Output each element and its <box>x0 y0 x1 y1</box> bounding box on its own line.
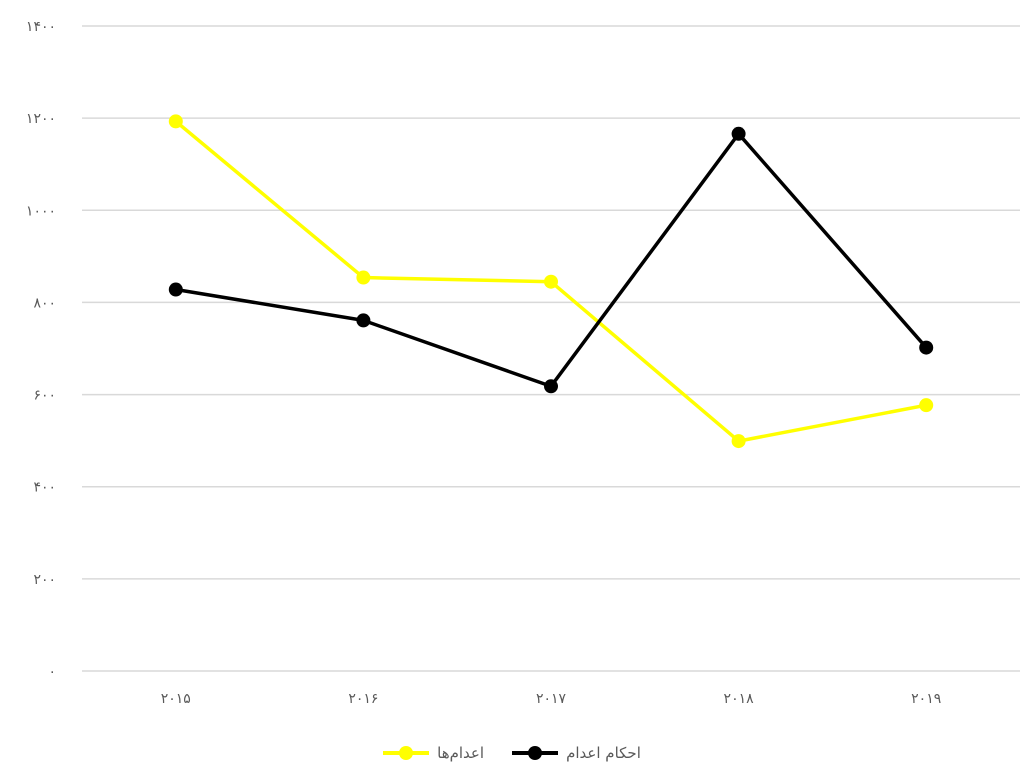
data-point <box>544 274 558 289</box>
data-point <box>731 434 746 449</box>
gridlines <box>82 25 1020 672</box>
legend-swatch-series-1 <box>383 746 430 760</box>
x-tick-label: ۲۰۱۸ <box>724 691 755 707</box>
data-point <box>731 126 746 141</box>
x-tick-label: ۲۰۱۶ <box>348 691 378 707</box>
y-tick-label: ۸۰۰ <box>33 295 56 311</box>
y-tick-label: ۶۰۰ <box>33 388 56 404</box>
series-1 <box>168 114 934 449</box>
y-tick-label: ۱۰۰۰ <box>26 203 56 219</box>
data-point <box>356 270 371 285</box>
data-point <box>544 379 558 394</box>
legend-label-series-2: احکام اعدام <box>566 744 641 762</box>
x-tick-label: ۲۰۱۷ <box>536 691 567 707</box>
data-point <box>356 313 371 328</box>
data-point <box>919 398 934 413</box>
data-point <box>919 340 934 355</box>
y-tick-label: ۰ <box>48 664 56 680</box>
y-tick-label: ۴۰۰ <box>33 480 56 496</box>
y-tick-label: ۱۲۰۰ <box>26 111 56 127</box>
y-tick-label: ۱۴۰۰ <box>26 19 56 35</box>
x-tick-label: ۲۰۱۵ <box>161 691 191 707</box>
data-point <box>168 114 183 129</box>
legend: اعدام‌ها احکام اعدام <box>0 740 1022 766</box>
legend-item-series-2[interactable]: احکام اعدام <box>510 744 641 762</box>
legend-swatch-series-2 <box>512 746 559 760</box>
x-tick-label: ۲۰۱۹ <box>911 691 941 707</box>
series-2 <box>168 126 934 394</box>
y-tick-label: ۲۰۰ <box>33 572 56 588</box>
series-line-2 <box>175 132 928 389</box>
data-point <box>168 282 183 297</box>
series-layer <box>168 114 934 449</box>
y-axis-tick-labels: ۰ ۲۰۰ ۴۰۰ ۶۰۰ ۸۰۰ ۱۰۰۰ ۱۲۰۰ ۱۴۰۰ <box>26 19 56 680</box>
x-axis-tick-labels: ۲۰۱۵ ۲۰۱۶ ۲۰۱۷ ۲۰۱۸ ۲۰۱۹ <box>161 691 941 707</box>
legend-label-series-1: اعدام‌ها <box>437 744 485 762</box>
legend-item-series-1[interactable]: اعدام‌ها <box>381 744 484 762</box>
